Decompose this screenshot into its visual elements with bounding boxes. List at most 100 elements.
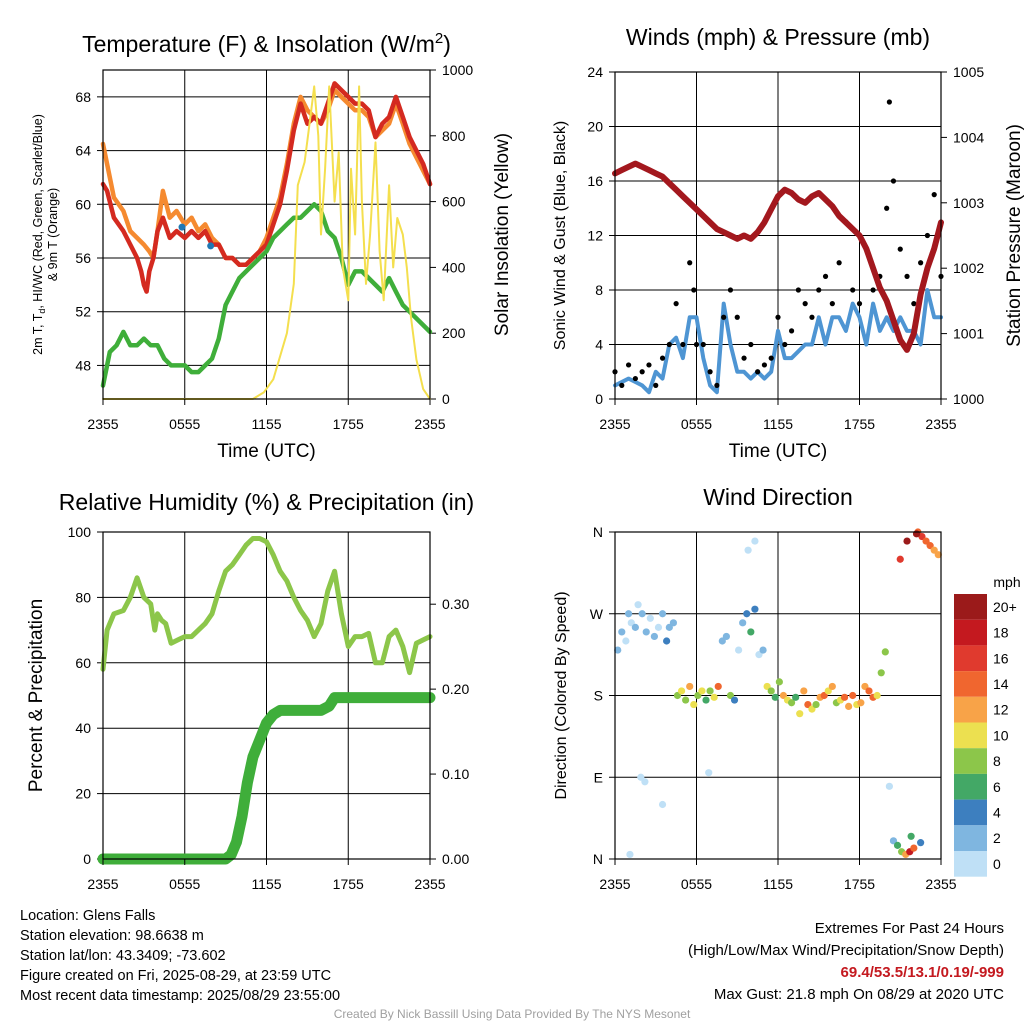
- x-tick-label: 0555: [169, 416, 200, 432]
- legend-label: 8: [993, 753, 1001, 769]
- ylabel-part: 2m T, T: [31, 313, 45, 355]
- created-text: Figure created on Fri, 2025-08-29, at 23…: [20, 968, 332, 984]
- direction-point: [907, 832, 915, 840]
- x-tick-label: 1155: [251, 876, 281, 892]
- extremes-values: 69.4/53.5/13.1/0.19/-999: [840, 964, 1004, 981]
- gust-point: [904, 273, 910, 279]
- x-axis-label: Time (UTC): [729, 441, 828, 462]
- y-axis-label: 2m T, Td, HI/WC (Red, Green, Scarlet/Blu…: [31, 114, 47, 355]
- gust-point: [680, 341, 686, 348]
- recent-timestamp-text: Most recent data timestamp: 2025/08/29 2…: [20, 988, 341, 1004]
- direction-point: [710, 693, 718, 701]
- gust-point: [870, 287, 876, 293]
- legend-title: mph: [993, 574, 1020, 590]
- legend-swatch: [954, 696, 987, 723]
- y-right-tick-label: 0.30: [442, 596, 469, 612]
- y-tick-label: 0: [595, 391, 603, 407]
- direction-point: [663, 637, 671, 645]
- y-tick-label: 8: [595, 282, 603, 298]
- legend-swatch: [954, 825, 987, 851]
- rh-line: [100, 536, 433, 676]
- gust-point: [822, 273, 829, 279]
- y-right-tick-label: 1005: [953, 64, 984, 80]
- gust-point: [918, 260, 924, 266]
- legend-label: 14: [993, 676, 1009, 692]
- title-superscript: 2: [435, 30, 443, 47]
- direction-point: [873, 691, 881, 700]
- direction-point: [840, 693, 849, 701]
- dewpoint-line: [100, 202, 433, 388]
- gust-point: [625, 362, 632, 368]
- y-tick-label: 100: [68, 524, 92, 540]
- hiwc-point: [178, 223, 186, 231]
- wind-pressure-panel: 0 4 8 12 16 20 24 1000 1001 1002 1003 1004 1005 2355 0…: [552, 24, 1024, 462]
- legend-swatch: [954, 722, 987, 749]
- y-axis-label: Direction (Colored By Speed): [553, 591, 570, 799]
- direction-point: [845, 702, 853, 711]
- direction-point: [622, 637, 630, 645]
- x-tick-label: 1155: [251, 416, 281, 432]
- direction-point: [714, 682, 722, 691]
- station-info: Location: Glens Falls Station elevation:…: [20, 906, 340, 1006]
- direction-point: [792, 693, 800, 701]
- legend-swatch: [954, 645, 987, 672]
- direction-point: [624, 610, 633, 618]
- direction-point: [903, 537, 911, 545]
- legend-label: 6: [993, 779, 1001, 795]
- x-tick-label: 2355: [925, 416, 956, 432]
- legend-swatch: [954, 799, 987, 826]
- gust-point: [886, 99, 892, 105]
- gust-point: [693, 341, 700, 348]
- direction-point: [634, 601, 642, 609]
- direction-point: [759, 646, 767, 654]
- legend-label: 18: [993, 625, 1009, 641]
- legend-swatch: [954, 671, 987, 697]
- pressure-line: [612, 160, 944, 353]
- gust-point: [687, 260, 693, 266]
- direction-point: [896, 555, 904, 563]
- direction-point: [669, 619, 678, 627]
- gust-point: [721, 314, 727, 320]
- direction-point: [775, 678, 783, 686]
- extremes-subtitle: (High/Low/Max Wind/Precipitation/Snow De…: [688, 942, 1004, 959]
- gust-point: [646, 362, 652, 368]
- direction-point: [744, 546, 752, 554]
- x-tick-label: 2355: [414, 416, 445, 432]
- direction-point: [787, 699, 796, 707]
- gust-point: [924, 232, 931, 239]
- legend-label: 2: [993, 830, 1001, 846]
- extremes-title: Extremes For Past 24 Hours: [814, 920, 1004, 937]
- gust-point: [809, 314, 815, 320]
- direction-point: [638, 610, 646, 618]
- x-tick-label: 1755: [844, 876, 875, 892]
- y-tick-label: 4: [595, 337, 603, 353]
- legend-swatch: [954, 773, 987, 800]
- y-tick-label: N: [593, 851, 603, 867]
- legend-swatch: [954, 619, 987, 646]
- x-tick-label: 2355: [87, 876, 118, 892]
- gust-point: [761, 362, 768, 368]
- x-tick-label: 2355: [414, 876, 445, 892]
- direction-point: [705, 769, 713, 777]
- gust-point: [897, 246, 903, 252]
- direction-point: [796, 710, 804, 718]
- gust-point: [691, 287, 697, 293]
- direction-point: [747, 628, 755, 636]
- humidity-precip-panel: 0 20 40 60 80 100 0.00 0.10 0.20 0.30 2355 0555 1155…: [26, 489, 474, 892]
- y-tick-label: 20: [587, 119, 603, 135]
- y-right-tick-label: 600: [442, 194, 466, 210]
- precip-line: [97, 692, 436, 865]
- y-axis-label: Percent & Precipitation: [26, 599, 47, 792]
- direction-point: [677, 687, 686, 695]
- gust-point: [829, 301, 835, 307]
- temp-line: [100, 81, 433, 294]
- direction-point: [828, 682, 836, 691]
- y-right-tick-label: 0: [442, 391, 450, 407]
- direction-point: [637, 773, 645, 781]
- ylabel-part: , HI/WC (Red, Green, Scarlet/Blue): [31, 114, 45, 309]
- y-right-tick-label: 1001: [953, 326, 984, 342]
- direction-point: [934, 551, 942, 559]
- solar-line: [102, 85, 431, 400]
- direction-point: [658, 800, 667, 809]
- y-tick-label: 0: [83, 851, 91, 867]
